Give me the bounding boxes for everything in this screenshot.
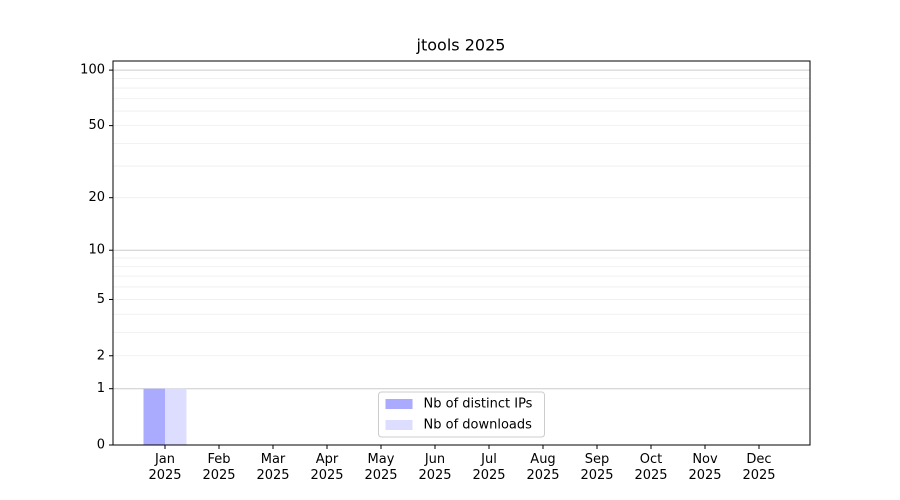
legend-swatch [385,420,413,430]
x-tick-label: Dec 2025 [742,452,776,483]
y-tick-label: 0 [97,438,105,453]
x-tick-label: Jun 2025 [418,452,452,483]
x-tick-label: Aug 2025 [526,452,560,483]
chart-title: jtools 2025 [416,36,506,55]
x-tick-label: Sep 2025 [580,452,614,483]
legend-box [378,391,545,438]
y-tick-label: 100 [80,63,105,78]
legend-label: Nb of downloads [424,418,533,433]
y-tick-label: 5 [97,292,105,307]
legend: Nb of distinct IPs Nb of downloads [378,391,545,438]
x-tick-label: Apr 2025 [310,452,344,483]
y-tick-label: 2 [97,348,105,363]
x-tick-label: Mar 2025 [256,452,290,483]
legend-swatch [385,399,413,409]
x-tick-label: Nov 2025 [688,452,722,483]
plot-frame [112,60,811,446]
x-tick-label: Feb 2025 [202,452,236,483]
x-tick-label: Oct 2025 [634,452,668,483]
bar [165,388,187,445]
x-tick-label: May 2025 [364,452,398,483]
legend-label: Nb of distinct IPs [424,397,533,412]
y-tick-label: 10 [88,243,105,258]
y-tick-label: 50 [88,118,105,133]
x-tick-label: Jan 2025 [148,452,182,483]
y-tick-label: 1 [97,381,105,396]
x-tick-label: Jul 2025 [472,452,506,483]
y-tick-label: 20 [88,190,105,205]
bar [143,388,165,445]
